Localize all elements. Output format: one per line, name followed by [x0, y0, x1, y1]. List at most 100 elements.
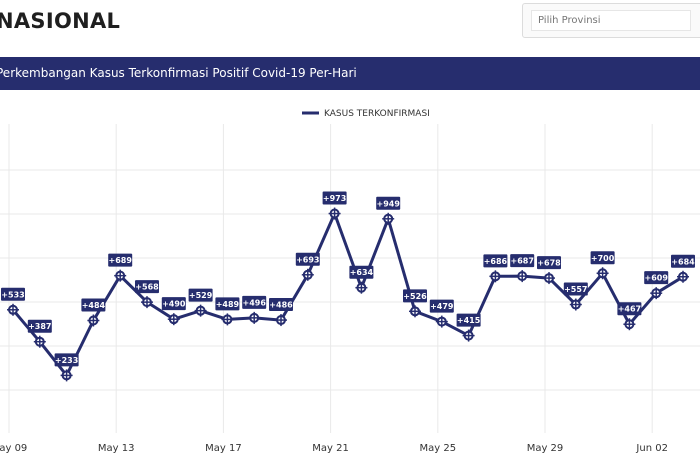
- chart-markers: [7, 207, 689, 382]
- data-label-box: [188, 288, 213, 302]
- data-label-text: +533: [1, 290, 24, 299]
- data-point-marker[interactable]: [355, 281, 368, 294]
- data-label: +686: [483, 254, 508, 268]
- data-label-box: [456, 313, 481, 327]
- data-label: +467: [617, 302, 642, 316]
- chart-panel-title: Perkembangan Kasus Terkonfirmasi Positif…: [0, 66, 357, 80]
- data-label: +415: [456, 313, 481, 327]
- chart-series: [11, 212, 684, 377]
- data-point-marker[interactable]: [328, 207, 341, 220]
- data-label: +689: [108, 253, 133, 267]
- data-point-marker[interactable]: [194, 304, 207, 317]
- data-point-marker[interactable]: [543, 272, 555, 285]
- data-label-text: +479: [430, 302, 454, 311]
- data-point-marker[interactable]: [114, 269, 127, 282]
- province-select[interactable]: [522, 3, 700, 38]
- data-point-marker[interactable]: [248, 311, 261, 324]
- data-label-text: +496: [242, 298, 266, 307]
- series-line: [11, 212, 684, 377]
- data-label-text: +233: [55, 356, 78, 365]
- chart-data-labels: +533 +387 +233 +484 +689 +568+490+529+489 +496…: [1, 191, 695, 367]
- data-point-marker[interactable]: [167, 313, 180, 326]
- data-label-text: +467: [618, 305, 641, 314]
- data-point-marker[interactable]: [60, 369, 73, 382]
- data-point-marker[interactable]: [221, 313, 234, 326]
- page-title: NASIONAL: [0, 9, 121, 33]
- data-label-box: [81, 298, 106, 312]
- data-label-text: +693: [296, 255, 319, 264]
- data-point-marker[interactable]: [141, 296, 153, 309]
- data-point-marker[interactable]: [87, 314, 100, 327]
- data-label: +678: [537, 256, 561, 270]
- data-label-text: +490: [162, 300, 186, 309]
- province-search-input[interactable]: [531, 10, 691, 31]
- data-label-box: [161, 297, 186, 311]
- data-label-box: [215, 297, 240, 311]
- data-point-marker[interactable]: [623, 318, 636, 331]
- data-label-box: [27, 319, 52, 333]
- data-label: +609: [644, 271, 669, 285]
- data-label-box: [295, 252, 320, 266]
- data-point-marker[interactable]: [382, 212, 395, 225]
- data-label-box: [108, 253, 133, 267]
- data-label-text: +678: [537, 259, 561, 268]
- data-label: +684: [671, 254, 695, 268]
- data-label-box: [54, 353, 79, 367]
- data-label-box: [322, 191, 347, 205]
- data-label-text: +529: [189, 291, 213, 300]
- data-label-text: +684: [671, 257, 695, 266]
- data-label: +526: [403, 289, 427, 303]
- data-label: +490: [161, 297, 186, 311]
- data-label-box: [644, 271, 669, 285]
- data-point-marker[interactable]: [596, 267, 609, 280]
- chart-legend: KASUS TERKONFIRMASI: [302, 109, 430, 119]
- data-label-box: [403, 289, 427, 303]
- data-label-box: [269, 298, 293, 312]
- data-label-text: +486: [269, 301, 293, 310]
- x-tick-label: May 25: [420, 443, 457, 454]
- data-label-text: +415: [457, 316, 481, 325]
- data-label-text: +686: [484, 257, 508, 266]
- data-point-marker[interactable]: [33, 335, 46, 348]
- data-point-marker[interactable]: [569, 298, 582, 311]
- data-label-box: [563, 282, 588, 296]
- x-tick-label: Jun 02: [635, 443, 668, 454]
- data-label: +693: [295, 252, 320, 266]
- data-point-marker[interactable]: [435, 315, 448, 328]
- x-tick-label: May 29: [527, 443, 564, 454]
- data-label-box: [376, 196, 401, 210]
- data-label-text: +949: [376, 199, 400, 208]
- data-label-box: [1, 287, 25, 301]
- data-point-marker[interactable]: [677, 270, 689, 283]
- data-label: +634: [349, 265, 374, 279]
- data-point-marker[interactable]: [7, 303, 19, 316]
- data-point-marker[interactable]: [275, 314, 287, 327]
- data-label-text: +609: [644, 274, 668, 283]
- data-point-marker[interactable]: [650, 287, 663, 300]
- x-tick-label: May 17: [205, 443, 242, 454]
- data-label-box: [617, 302, 642, 316]
- data-point-marker[interactable]: [462, 329, 475, 342]
- data-label: +479: [429, 299, 454, 313]
- data-label-box: [483, 254, 508, 268]
- data-label-box: [590, 251, 615, 265]
- data-label: +484: [81, 298, 106, 312]
- legend-label: KASUS TERKONFIRMASI: [324, 109, 430, 119]
- data-point-marker[interactable]: [409, 305, 421, 318]
- data-label: +949: [376, 196, 401, 210]
- data-label-text: +687: [510, 257, 533, 266]
- data-point-marker[interactable]: [516, 270, 529, 283]
- data-label-text: +557: [564, 285, 587, 294]
- data-label: +387: [27, 319, 52, 333]
- data-label: +489: [215, 297, 240, 311]
- data-point-marker[interactable]: [301, 268, 314, 281]
- data-label: +486: [269, 298, 293, 312]
- data-label-text: +634: [350, 268, 374, 277]
- line-chart: KASUS TERKONFIRMASI +533 +387 +233 +484 +689…: [0, 109, 700, 454]
- data-label: +529: [188, 288, 213, 302]
- data-point-marker[interactable]: [489, 270, 502, 283]
- data-label: +533: [1, 287, 25, 301]
- data-label-box: [349, 265, 374, 279]
- data-label-box: [671, 254, 695, 268]
- data-label-text: +700: [591, 254, 615, 263]
